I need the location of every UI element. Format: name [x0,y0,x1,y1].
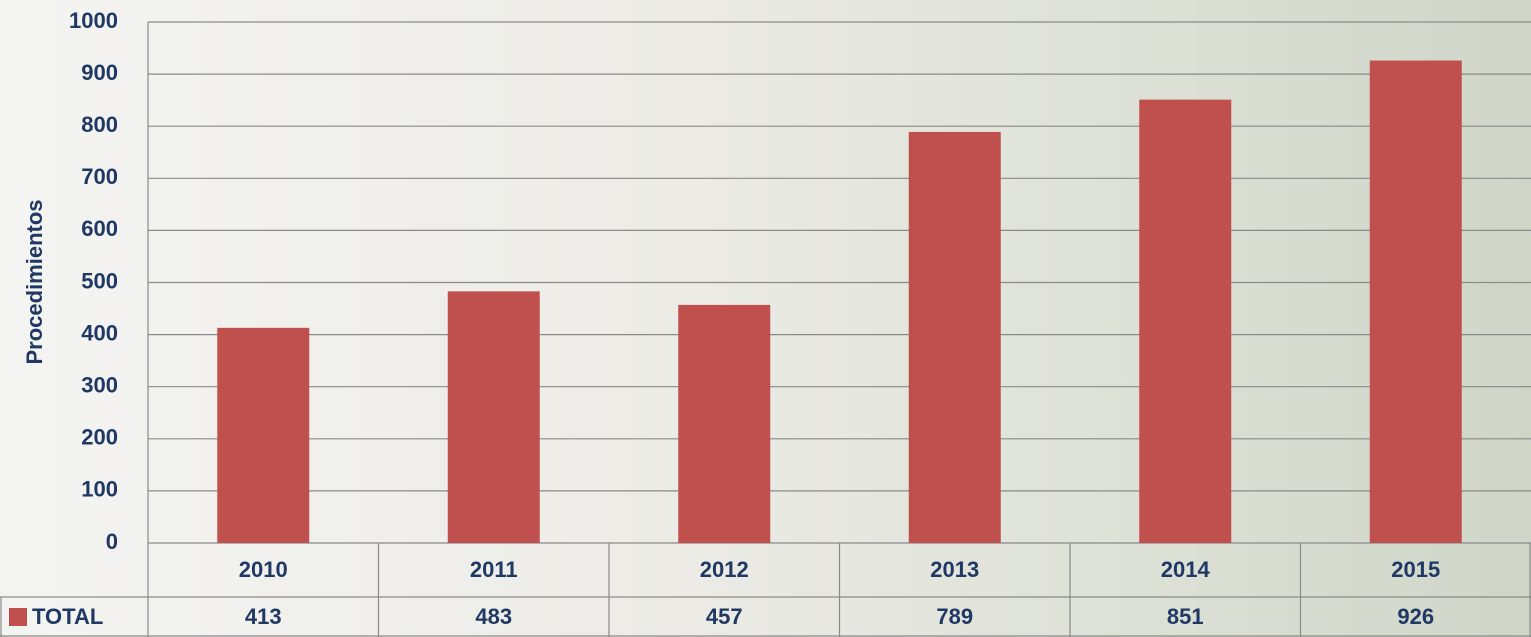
x-tick-label: 2013 [930,557,979,582]
x-tick-label: 2011 [470,557,518,582]
y-tick-label: 700 [81,164,118,189]
table-value: 483 [475,604,512,629]
table-value: 926 [1397,604,1434,629]
x-tick-label: 2010 [239,557,288,582]
y-tick-label: 400 [81,320,118,345]
bar [447,291,540,543]
y-tick-label: 500 [81,268,118,293]
y-tick-label: 900 [81,60,118,85]
y-tick-label: 800 [81,112,118,137]
x-tick-label: 2012 [700,557,749,582]
bar [1369,60,1462,543]
bar [678,304,771,543]
bar [908,131,1001,543]
y-tick-label: 100 [81,477,118,502]
legend-swatch [9,608,27,626]
y-tick-label: 600 [81,216,118,241]
x-tick-label: 2015 [1391,557,1440,582]
table-value: 851 [1167,604,1204,629]
y-axis-label: Procedimientos [22,199,47,364]
legend-label: TOTAL [32,604,103,629]
bar [1139,99,1232,543]
table-value: 413 [245,604,282,629]
y-tick-label: 200 [81,425,118,450]
x-tick-label: 2014 [1161,557,1211,582]
table-value: 457 [706,604,743,629]
bar [217,327,310,543]
table-value: 789 [936,604,973,629]
y-tick-label: 300 [81,373,118,398]
y-tick-label: 1000 [69,8,118,33]
y-tick-label: 0 [106,529,118,554]
